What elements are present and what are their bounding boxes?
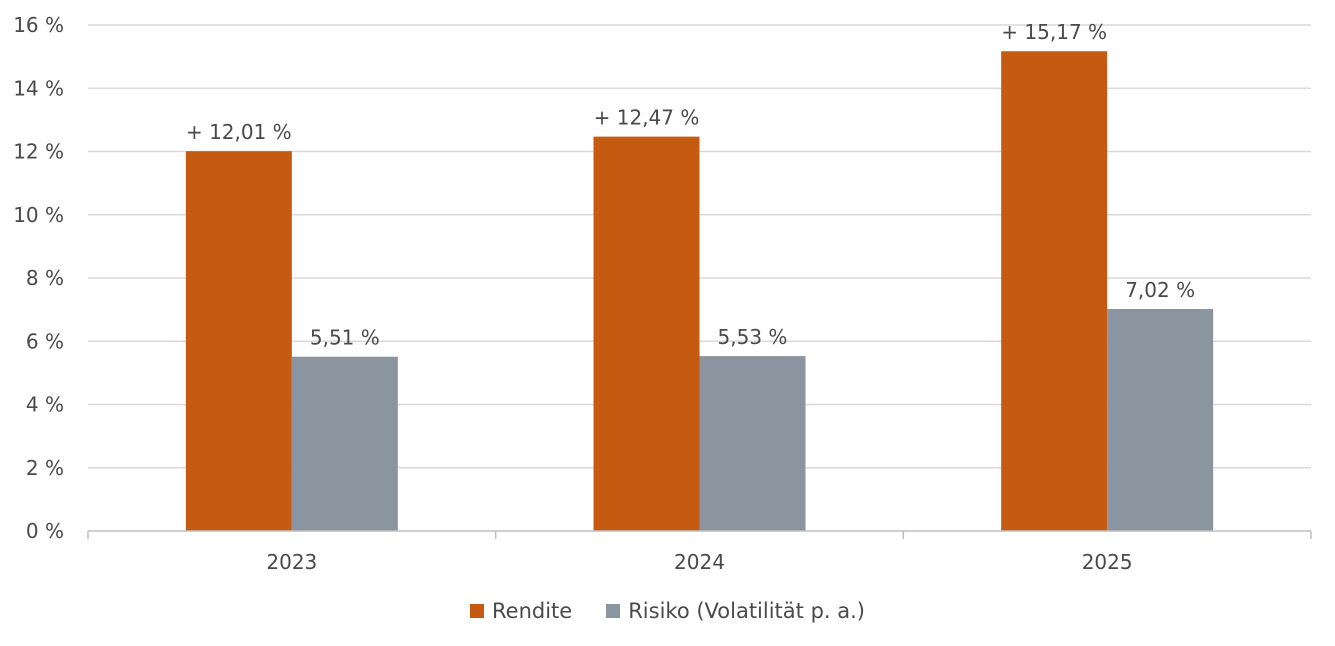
data-labels: + 12,01 % 5,51 % + 12,47 % 5,53 % + 15,17 % 7… [186, 20, 1195, 349]
legend-label-rendite: Rendite [492, 599, 573, 623]
y-tick-label: 8 % [26, 266, 64, 290]
y-tick-label: 12 % [13, 140, 64, 164]
data-label: + 12,47 % [594, 106, 700, 130]
legend-swatch-risiko [606, 604, 621, 618]
x-tick-label: 2025 [1082, 550, 1133, 574]
legend-item-rendite: Rendite [470, 599, 572, 623]
x-axis: 2023 2024 2025 [87, 530, 1312, 574]
bars [185, 51, 1214, 532]
data-label: + 12,01 % [186, 120, 292, 144]
data-label: 5,53 % [718, 325, 788, 349]
y-tick-label: 16 % [13, 13, 64, 37]
y-tick-label: 4 % [26, 393, 64, 417]
x-tick-label: 2024 [674, 550, 725, 574]
legend-swatch-rendite [470, 604, 484, 618]
y-tick-label: 2 % [26, 456, 64, 480]
y-tick-label: 14 % [13, 76, 64, 100]
bar-rendite-2023 [185, 151, 292, 531]
y-tick-label: 6 % [26, 329, 64, 353]
data-label: 7,02 % [1125, 278, 1195, 302]
legend-item-risiko: Risiko (Volatilität p. a.) [606, 599, 865, 623]
bar-risiko-2025 [1107, 308, 1214, 531]
data-label: 5,51 % [310, 326, 380, 350]
y-tick-label: 10 % [13, 203, 64, 227]
y-tick-label: 0 % [26, 519, 64, 543]
legend-label-risiko: Risiko (Volatilität p. a.) [628, 599, 865, 623]
y-axis-tick-labels: 0 % 2 % 4 % 6 % 8 % 10 % 12 % 14 % 16 % [13, 13, 64, 543]
x-tick-label: 2023 [266, 550, 317, 574]
data-label: + 15,17 % [1001, 20, 1107, 44]
bar-rendite-2024 [593, 136, 700, 532]
bar-risiko-2023 [291, 356, 398, 531]
legend: Rendite Risiko (Volatilität p. a.) [0, 595, 1335, 627]
bar-rendite-2025 [1001, 51, 1108, 531]
bar-risiko-2024 [699, 356, 806, 531]
